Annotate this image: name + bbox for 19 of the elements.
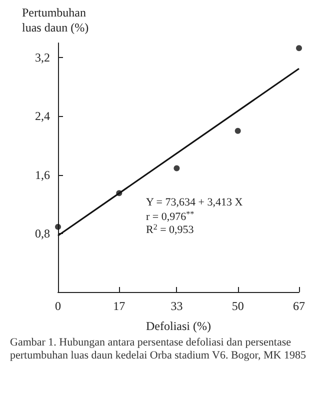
y-tick-label: 3,2 (35, 50, 50, 65)
annotation: Y = 73,634 + 3,413 X (146, 196, 243, 208)
x-tick-label: 50 (232, 299, 244, 313)
point (116, 190, 122, 196)
annotation: r = 0,976** (146, 210, 194, 223)
y-tick-label: 1,6 (35, 168, 50, 182)
y-tick-label: 2,4 (35, 109, 50, 124)
x-axis-title: Defoliasi (%) (146, 319, 211, 333)
y-tick-label: 0,8 (35, 226, 50, 240)
y-axis-title: Pertumbuhan luas daun (%) (22, 6, 89, 34)
x-tick-label: 33 (170, 299, 183, 313)
x-tick-label: 17 (113, 299, 126, 313)
x-tick-label: 67 (293, 299, 305, 313)
x-tick-label: 0 (55, 299, 61, 313)
point (234, 128, 241, 134)
point (55, 224, 61, 230)
point (296, 45, 302, 52)
text: Gambar 1. Hubungan antara persentase defoliasi dan persentase pertumbuhan luas daun kedelai Orba stadium V6. Bogor, MK 1985 (10, 336, 306, 362)
point (174, 165, 180, 172)
